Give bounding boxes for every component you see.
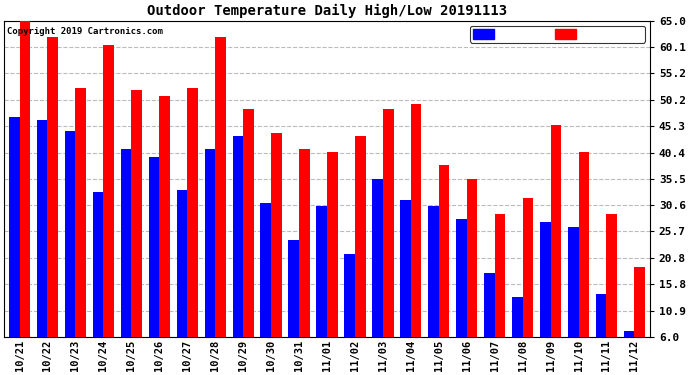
Bar [522, 198, 533, 369]
Bar [624, 332, 634, 369]
Bar [75, 88, 86, 369]
Bar [215, 37, 226, 369]
Bar [400, 200, 411, 369]
Bar [104, 45, 114, 369]
Bar [148, 158, 159, 369]
Bar [578, 152, 589, 369]
Bar [607, 214, 617, 369]
Bar [439, 165, 449, 369]
Bar [456, 219, 466, 369]
Bar [411, 104, 422, 369]
Bar [131, 90, 142, 369]
Bar [65, 130, 75, 369]
Bar [634, 267, 645, 369]
Bar [159, 96, 170, 369]
Bar [495, 214, 505, 369]
Bar [177, 189, 187, 369]
Bar [327, 152, 337, 369]
Bar [512, 297, 522, 369]
Bar [355, 136, 366, 369]
Bar [484, 273, 495, 369]
Bar [121, 149, 131, 369]
Bar [19, 21, 30, 369]
Bar [540, 222, 551, 369]
Text: Copyright 2019 Cartronics.com: Copyright 2019 Cartronics.com [8, 27, 164, 36]
Bar [466, 179, 477, 369]
Bar [299, 149, 310, 369]
Bar [9, 117, 19, 369]
Bar [243, 109, 254, 369]
Bar [37, 120, 48, 369]
Bar [344, 254, 355, 369]
Bar [233, 136, 243, 369]
Bar [317, 206, 327, 369]
Bar [187, 88, 198, 369]
Bar [568, 227, 578, 369]
Bar [373, 179, 383, 369]
Legend: Low  (°F), High  (°F): Low (°F), High (°F) [470, 26, 644, 43]
Bar [204, 149, 215, 369]
Bar [288, 240, 299, 369]
Bar [551, 125, 561, 369]
Bar [271, 134, 282, 369]
Bar [428, 206, 439, 369]
Bar [596, 294, 607, 369]
Title: Outdoor Temperature Daily High/Low 20191113: Outdoor Temperature Daily High/Low 20191… [147, 4, 507, 18]
Bar [383, 109, 393, 369]
Bar [260, 203, 271, 369]
Bar [92, 192, 104, 369]
Bar [48, 37, 58, 369]
